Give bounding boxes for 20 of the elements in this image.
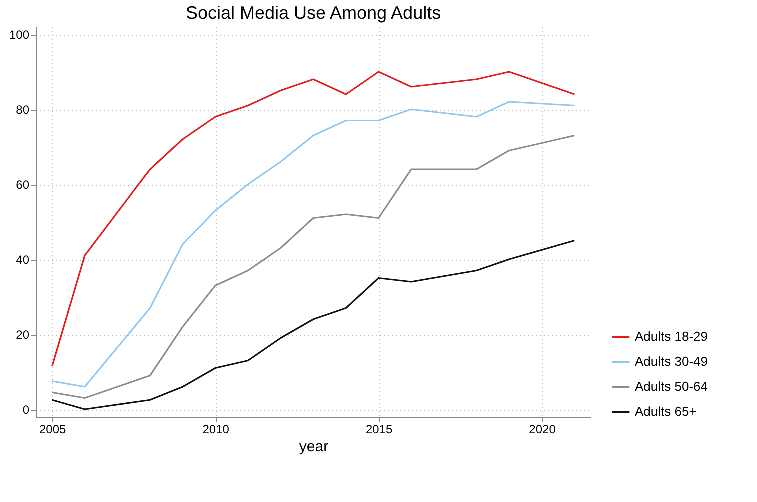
line-series	[52, 101, 576, 388]
chart-title: Social Media Use Among Adults	[186, 3, 442, 23]
legend-label: Adults 18-29	[635, 329, 708, 344]
x-tick-label: 2010	[202, 422, 230, 436]
x-tick-label: 2005	[39, 422, 66, 436]
line-series	[52, 134, 576, 400]
legend-label: Adults 50-64	[635, 379, 708, 394]
legend-label: Adults 30-49	[635, 354, 708, 369]
x-tick-label: 2015	[366, 422, 393, 436]
y-tick-label: 0	[22, 403, 30, 417]
line-series	[52, 71, 576, 368]
x-axis-title: year	[299, 438, 329, 456]
y-tick-label: 100	[9, 28, 30, 42]
y-tick-label: 20	[16, 328, 30, 342]
legend-label: Adults 65+	[635, 404, 697, 419]
y-tick-label: 60	[16, 178, 30, 192]
x-tick-label: 2020	[529, 422, 556, 436]
line-series	[52, 240, 576, 410]
y-tick-label: 40	[16, 253, 30, 267]
y-tick-label: 80	[16, 103, 30, 117]
